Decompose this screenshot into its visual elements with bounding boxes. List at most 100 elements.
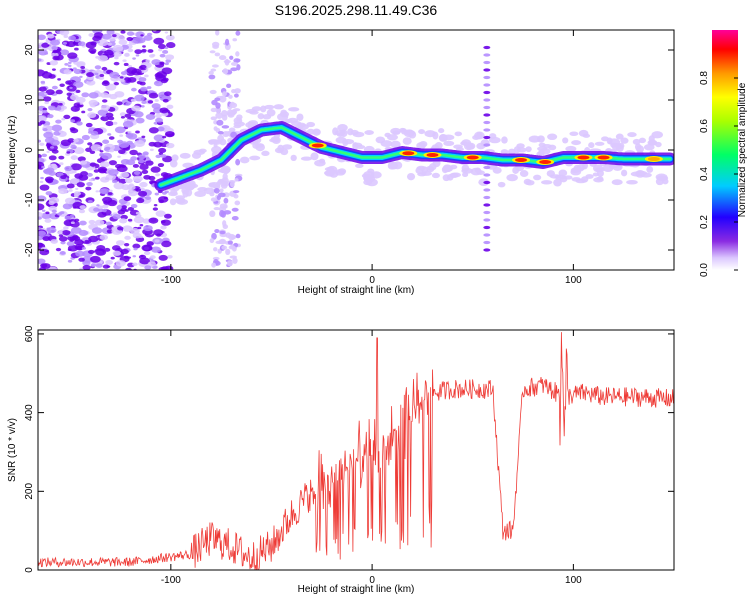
noise-blob — [147, 100, 154, 104]
noise-blob — [127, 218, 133, 222]
halo-blob — [261, 150, 270, 157]
noise-blob — [80, 65, 86, 70]
halo-blob — [252, 142, 259, 149]
noise-blob — [145, 160, 154, 166]
noise-blob — [104, 49, 114, 56]
noise-blob — [119, 112, 127, 117]
band-blob — [227, 240, 233, 245]
noise-blob — [143, 35, 153, 41]
noise-blob — [58, 130, 64, 134]
noise-blob — [157, 126, 165, 132]
noise-blob — [38, 86, 47, 92]
stripe-blob — [483, 218, 491, 222]
noise-blob — [127, 130, 132, 134]
noise-blob — [134, 94, 145, 102]
band-blob — [235, 158, 241, 166]
snr-axes: -100 0 100 0 200 400 600 — [24, 325, 674, 586]
noise-blob — [81, 134, 90, 141]
band-blob — [209, 89, 217, 95]
noise-blob — [119, 218, 128, 224]
noise-blob — [67, 259, 73, 263]
band-blob — [233, 124, 242, 129]
band-blob — [221, 245, 228, 250]
halo-blob — [632, 138, 641, 145]
noise-blob — [123, 62, 129, 66]
noise-blob — [66, 183, 75, 189]
noise-blob — [48, 171, 56, 176]
band-blob — [213, 126, 218, 131]
noise-blob — [56, 49, 61, 52]
noise-blob — [135, 130, 140, 134]
band-blob — [210, 107, 217, 113]
noise-blob — [63, 34, 69, 39]
noise-blob — [48, 196, 60, 204]
halo-blob — [548, 144, 557, 151]
halo-blob — [438, 128, 445, 134]
noise-blob — [164, 46, 169, 50]
halo-blob — [418, 129, 426, 135]
noise-blob — [140, 254, 144, 257]
noise-blob — [101, 152, 113, 160]
noise-blob — [38, 69, 46, 77]
noise-blob — [101, 80, 110, 87]
halo-blob — [179, 152, 191, 159]
noise-blob — [39, 248, 50, 256]
noise-blob — [112, 34, 117, 38]
noise-blob — [87, 142, 93, 146]
noise-blob — [96, 40, 101, 44]
noise-blob — [158, 196, 169, 203]
noise-blob — [55, 247, 62, 252]
noise-blob — [38, 95, 44, 102]
stripe-blob — [483, 120, 491, 125]
noise-blob — [77, 156, 86, 162]
noise-blob — [69, 86, 73, 90]
noise-blob — [95, 263, 103, 268]
noise-blob — [124, 113, 132, 118]
noise-blob — [60, 241, 66, 245]
noise-blob — [133, 111, 144, 118]
noise-blob — [73, 81, 84, 88]
noise-blob — [124, 52, 130, 57]
noise-blob — [105, 112, 114, 118]
halo-blob — [569, 131, 579, 137]
halo-blob — [442, 174, 451, 182]
noise-blob — [39, 180, 44, 184]
band-blob — [209, 50, 216, 54]
noise-blob — [149, 255, 156, 260]
noise-blob — [144, 74, 149, 78]
halo-blob — [547, 133, 558, 141]
noise-blob — [100, 115, 110, 122]
band-blob — [234, 178, 239, 182]
band-blob — [222, 205, 228, 209]
noise-blob — [133, 140, 145, 148]
halo-blob — [355, 144, 366, 150]
halo-blob — [363, 179, 372, 186]
noise-blob — [44, 101, 49, 105]
noise-blob — [125, 133, 134, 139]
noise-blob — [52, 55, 60, 61]
halo-blob — [181, 186, 190, 195]
noise-blob — [58, 102, 63, 106]
halo-blob — [562, 137, 569, 144]
y-tick-label: -10 — [24, 192, 35, 207]
halo-blob — [211, 145, 222, 154]
noise-blob — [42, 236, 51, 242]
band-blob — [213, 206, 220, 211]
noise-blob — [139, 163, 149, 170]
band-blob — [229, 55, 234, 60]
noise-blob — [59, 211, 65, 215]
noise-blob — [119, 164, 125, 168]
noise-blob — [115, 260, 126, 267]
hot-spot-core — [577, 155, 590, 160]
noise-blob — [67, 244, 79, 252]
noise-blob — [119, 134, 124, 137]
band-blob — [228, 94, 233, 99]
spectrogram-xlabel: Height of straight line (km) — [298, 285, 415, 296]
noise-blob — [67, 138, 75, 143]
noise-blob — [91, 227, 103, 234]
halo-blob — [262, 114, 272, 120]
band-blob — [221, 125, 230, 129]
noise-blob — [82, 260, 91, 266]
noise-blob — [73, 68, 82, 75]
noise-blob — [108, 160, 117, 166]
